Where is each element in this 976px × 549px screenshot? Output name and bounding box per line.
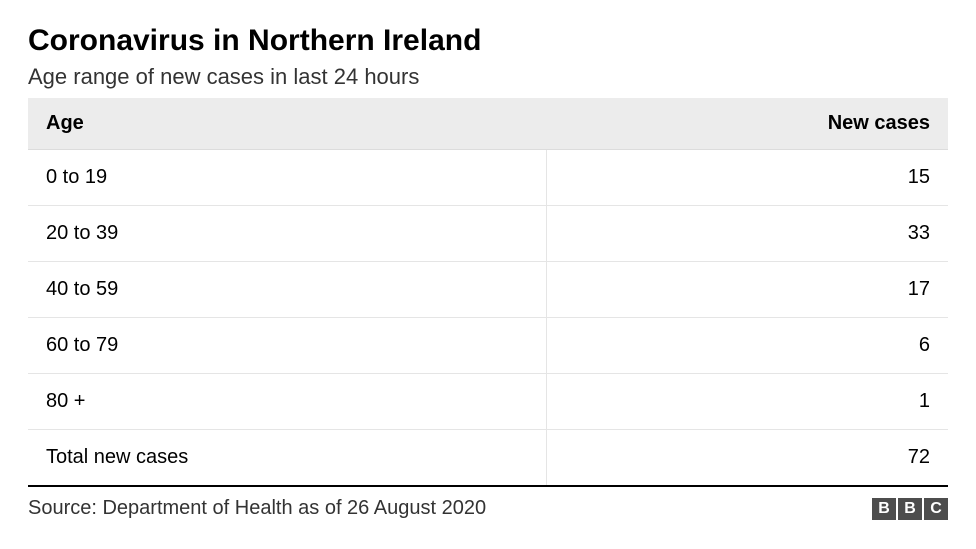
table-row: 60 to 79 6 bbox=[28, 318, 948, 374]
table-row-total: Total new cases 72 bbox=[28, 430, 948, 487]
logo-letter: B bbox=[872, 498, 896, 520]
page-subtitle: Age range of new cases in last 24 hours bbox=[28, 64, 948, 90]
cell-age: 40 to 59 bbox=[28, 262, 547, 318]
table-row: 80 + 1 bbox=[28, 374, 948, 430]
table-row: 0 to 19 15 bbox=[28, 150, 948, 206]
table-header-row: Age New cases bbox=[28, 98, 948, 150]
footer: Source: Department of Health as of 26 Au… bbox=[28, 497, 948, 520]
cell-value: 72 bbox=[547, 430, 948, 487]
logo-letter: C bbox=[924, 498, 948, 520]
cell-age: 0 to 19 bbox=[28, 150, 547, 206]
cell-age: 80 + bbox=[28, 374, 547, 430]
cell-age: Total new cases bbox=[28, 430, 547, 487]
cell-age: 60 to 79 bbox=[28, 318, 547, 374]
cell-value: 1 bbox=[547, 374, 948, 430]
cell-value: 33 bbox=[547, 206, 948, 262]
cell-value: 6 bbox=[547, 318, 948, 374]
cases-table: Age New cases 0 to 19 15 20 to 39 33 40 … bbox=[28, 98, 948, 487]
cell-value: 15 bbox=[547, 150, 948, 206]
source-text: Source: Department of Health as of 26 Au… bbox=[28, 497, 486, 520]
logo-letter: B bbox=[898, 498, 922, 520]
table-row: 40 to 59 17 bbox=[28, 262, 948, 318]
cell-age: 20 to 39 bbox=[28, 206, 547, 262]
col-header-newcases: New cases bbox=[547, 98, 948, 150]
page-title: Coronavirus in Northern Ireland bbox=[28, 24, 948, 58]
bbc-logo: B B C bbox=[872, 498, 948, 520]
col-header-age: Age bbox=[28, 98, 547, 150]
table-row: 20 to 39 33 bbox=[28, 206, 948, 262]
cell-value: 17 bbox=[547, 262, 948, 318]
